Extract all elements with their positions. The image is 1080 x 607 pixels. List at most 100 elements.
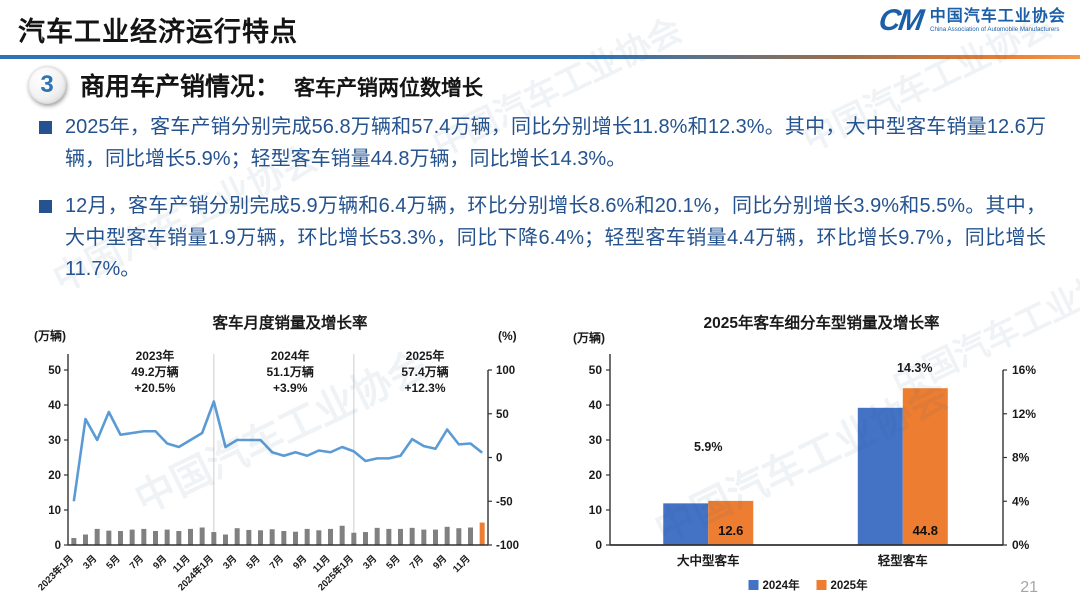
- section-title: 商用车产销情况：: [80, 73, 281, 101]
- bullet-list: 2025年，客车产销分别完成56.8万辆和57.4万辆，同比分别增长11.8%和…: [38, 112, 1046, 302]
- monthly-sales-bar: [363, 532, 368, 545]
- bullet-text: 12月，客车产销分别完成5.9万辆和6.4万辆，环比分别增长8.6%和20.1%…: [65, 195, 1046, 281]
- monthly-sales-bar: [374, 527, 380, 545]
- caam-logo-name-en: China Association of Automobile Manufact…: [929, 26, 1060, 34]
- x-axis-tick: 3月: [361, 553, 379, 571]
- right-axis-tick: 0%: [1012, 538, 1030, 552]
- chart-title: 客车月度销量及增长率: [212, 313, 368, 332]
- monthly-sales-bar: [293, 531, 298, 545]
- x-axis-tick: 5月: [104, 553, 122, 571]
- monthly-sales-bar: [129, 529, 135, 545]
- page-number: 21: [1020, 579, 1038, 596]
- monthly-sales-bar: [398, 528, 403, 545]
- annotation-total: 49.2万辆: [131, 364, 178, 379]
- x-axis-tick: 7月: [128, 553, 146, 571]
- right-axis-tick: -100: [496, 540, 519, 552]
- legend-swatch: [748, 580, 759, 590]
- x-axis-tick: 11月: [451, 553, 473, 575]
- monthly-sales-bar: [468, 527, 473, 545]
- bar-value-label: 44.8: [913, 523, 938, 538]
- bar-2025: [708, 500, 754, 545]
- monthly-sales-bar: [199, 527, 205, 545]
- annotation-total: 57.4万辆: [401, 364, 448, 379]
- right-axis-tick: 50: [496, 409, 509, 421]
- bullet-item-december: 12月，客车产销分别完成5.9万辆和6.4万辆，环比分别增长8.6%和20.1%…: [38, 191, 1046, 286]
- monthly-sales-bar: [304, 528, 310, 545]
- growth-label: 14.3%: [897, 361, 932, 375]
- right-axis-tick: 16%: [1012, 363, 1036, 377]
- right-axis-unit: (%): [498, 329, 517, 343]
- monthly-sales-bar: [188, 528, 193, 545]
- bar-2025: [902, 388, 948, 545]
- monthly-sales-bar: [71, 538, 77, 545]
- monthly-sales-bar: [153, 531, 158, 545]
- monthly-sales-bar: [94, 528, 100, 545]
- bar-2024: [857, 407, 903, 545]
- annotation-year: 2024年: [271, 348, 310, 363]
- monthly-sales-bar: [258, 530, 263, 545]
- x-axis-tick: 7月: [408, 553, 426, 571]
- x-axis-tick: 9月: [151, 553, 169, 571]
- x-axis-tick: 5月: [244, 553, 262, 571]
- monthly-sales-bar: [386, 528, 392, 545]
- monthly-sales-bar: [409, 527, 415, 545]
- legend-label: 2025年: [831, 578, 869, 592]
- x-axis-tick: 2023年1月: [35, 553, 76, 594]
- monthly-sales-bar: [351, 532, 357, 545]
- monthly-sales-bar: [211, 532, 217, 545]
- left-axis-unit: (万辆): [573, 330, 605, 345]
- monthly-sales-bar: [164, 529, 170, 545]
- section-heading: 3 商用车产销情况： 客车产销两位数增长: [28, 66, 483, 104]
- growth-label: 5.9%: [694, 440, 723, 454]
- monthly-sales-bar: [118, 531, 123, 545]
- annotation-growth: +12.3%: [404, 381, 445, 395]
- right-axis-tick: 100: [496, 365, 515, 377]
- bar-2024: [663, 503, 709, 545]
- x-axis-tick: 3月: [81, 553, 99, 571]
- x-axis-tick: 9月: [431, 553, 449, 571]
- monthly-sales-bar: [433, 529, 438, 545]
- x-axis-tick: 3月: [221, 553, 239, 571]
- left-axis-tick: 0: [55, 540, 61, 552]
- monthly-sales-growth-chart: 客车月度销量及增长率(万辆) (%)2023年49.2万辆+20.5%2024年5…: [34, 313, 519, 594]
- right-axis-tick: 4%: [1012, 494, 1030, 508]
- monthly-sales-bar: [339, 525, 345, 545]
- bullet-square-icon: [39, 200, 52, 214]
- category-label: 大中型客车: [677, 553, 740, 568]
- annotation-total: 51.1万辆: [267, 364, 314, 379]
- left-axis-unit: (万辆): [34, 328, 66, 343]
- right-axis-tick: -50: [496, 496, 513, 508]
- caam-logo: CM 中国汽车工业协会 China Association of Automob…: [877, 4, 1066, 37]
- left-axis-tick: 20: [589, 468, 603, 482]
- left-axis-tick: 40: [48, 400, 61, 412]
- left-axis-tick: 50: [48, 365, 61, 377]
- monthly-sales-bar: [106, 530, 112, 545]
- annotation-year: 2025年: [406, 348, 445, 363]
- category-label: 轻型客车: [878, 553, 929, 568]
- monthly-sales-bar: [176, 531, 182, 545]
- monthly-sales-bar: [316, 530, 322, 545]
- growth-rate-line: [72, 400, 483, 502]
- x-axis-tick: 7月: [268, 553, 286, 571]
- monthly-sales-bar: [421, 529, 427, 545]
- monthly-sales-bar: [444, 526, 450, 545]
- left-axis-tick: 50: [589, 363, 603, 377]
- annotation-year: 2023年: [136, 348, 175, 363]
- legend-swatch: [816, 580, 827, 590]
- x-axis-tick: 5月: [384, 553, 402, 571]
- monthly-sales-bar: [269, 529, 275, 545]
- header-divider: [0, 55, 1080, 59]
- bullet-item-annual: 2025年，客车产销分别完成56.8万辆和57.4万辆，同比分别增长11.8%和…: [38, 112, 1046, 175]
- left-axis-tick: 30: [589, 433, 603, 447]
- monthly-sales-bar: [281, 531, 287, 545]
- left-axis-tick: 0: [595, 538, 602, 552]
- monthly-sales-bar: [141, 528, 147, 545]
- bar-value-label: 12.6: [718, 523, 743, 538]
- caam-logo-name-cn: 中国汽车工业协会: [929, 8, 1066, 26]
- bullet-text: 2025年，客车产销分别完成56.8万辆和57.4万辆，同比分别增长11.8%和…: [65, 116, 1046, 170]
- monthly-sales-bar: [328, 528, 333, 545]
- section-number-badge: 3: [28, 66, 66, 104]
- right-axis-tick: 8%: [1012, 451, 1030, 465]
- left-axis-tick: 10: [589, 503, 603, 517]
